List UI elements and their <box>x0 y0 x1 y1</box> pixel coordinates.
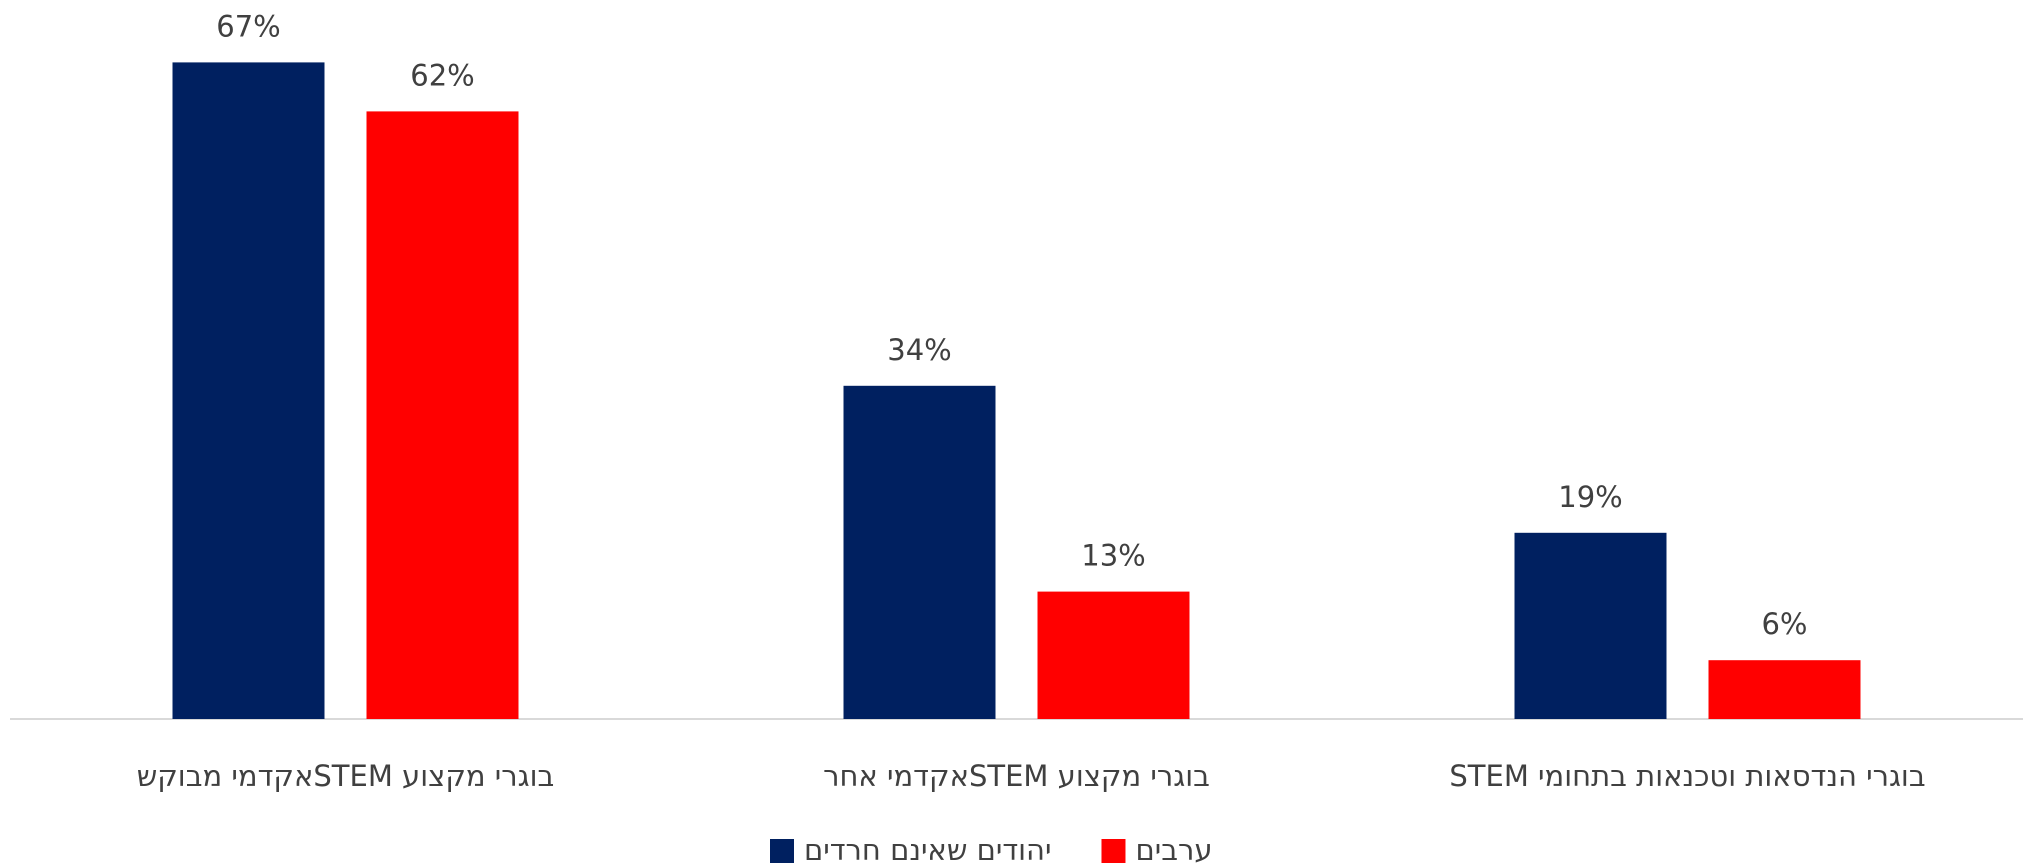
bar <box>843 385 996 719</box>
x-tick-label: בוגרי מקצוע STEMאקדמי אחר <box>823 759 1210 793</box>
bar <box>1708 660 1861 719</box>
bar <box>1514 532 1667 719</box>
data-label: 34% <box>887 333 951 367</box>
data-label: 62% <box>410 58 474 92</box>
data-label: 6% <box>1761 607 1807 641</box>
legend-label: יהודים שאינם חרדים <box>804 833 1051 866</box>
bar <box>172 62 325 719</box>
legend-swatch <box>1101 839 1126 863</box>
bar <box>366 111 519 719</box>
legend-swatch <box>770 839 794 863</box>
x-tick-label: בוגרי הנדסאות וטכנאות בתחומי STEM <box>1449 759 1925 793</box>
bar <box>1037 591 1190 719</box>
data-label: 19% <box>1558 480 1622 514</box>
data-label: 13% <box>1081 539 1145 573</box>
legend-label: ערבים <box>1135 833 1212 866</box>
x-tick-label: בוגרי מקצוע STEMאקדמי מבוקש <box>137 759 555 793</box>
data-label: 67% <box>216 9 280 43</box>
